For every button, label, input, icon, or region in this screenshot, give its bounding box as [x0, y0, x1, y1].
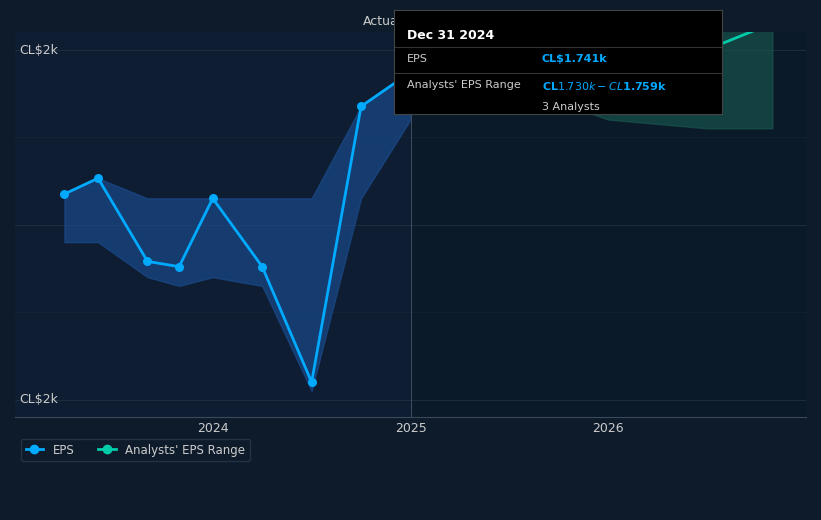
Point	[404, 68, 417, 76]
Point	[172, 263, 186, 271]
Text: EPS: EPS	[407, 54, 428, 64]
Point	[602, 63, 615, 71]
Bar	[15, 32, 410, 417]
Point	[91, 174, 104, 183]
Text: Analysts' EPS Range: Analysts' EPS Range	[407, 80, 521, 90]
Point	[255, 263, 268, 271]
Text: Actual: Actual	[364, 15, 402, 28]
Text: 3 Analysts: 3 Analysts	[542, 102, 599, 112]
Legend: EPS, Analysts' EPS Range: EPS, Analysts' EPS Range	[21, 439, 250, 461]
Point	[766, 19, 779, 28]
Point	[305, 378, 319, 386]
Point	[404, 68, 417, 76]
Text: CL$1.730k - CL$1.759k: CL$1.730k - CL$1.759k	[542, 80, 667, 92]
Text: CL$2k: CL$2k	[19, 44, 57, 57]
Point	[141, 257, 154, 266]
Point	[355, 102, 368, 111]
Point	[404, 68, 417, 76]
Text: Analysts Forecasts: Analysts Forecasts	[419, 15, 534, 28]
Text: Dec 31 2024: Dec 31 2024	[407, 29, 494, 42]
Bar	[0, 32, 410, 417]
Point	[502, 68, 516, 76]
Point	[404, 76, 417, 84]
Text: CL$1.741k: CL$1.741k	[542, 54, 608, 64]
Point	[700, 45, 713, 54]
Text: CL$2k: CL$2k	[19, 393, 57, 406]
Point	[206, 194, 219, 202]
Point	[57, 190, 71, 198]
Bar	[410, 32, 806, 417]
Point	[404, 68, 417, 76]
